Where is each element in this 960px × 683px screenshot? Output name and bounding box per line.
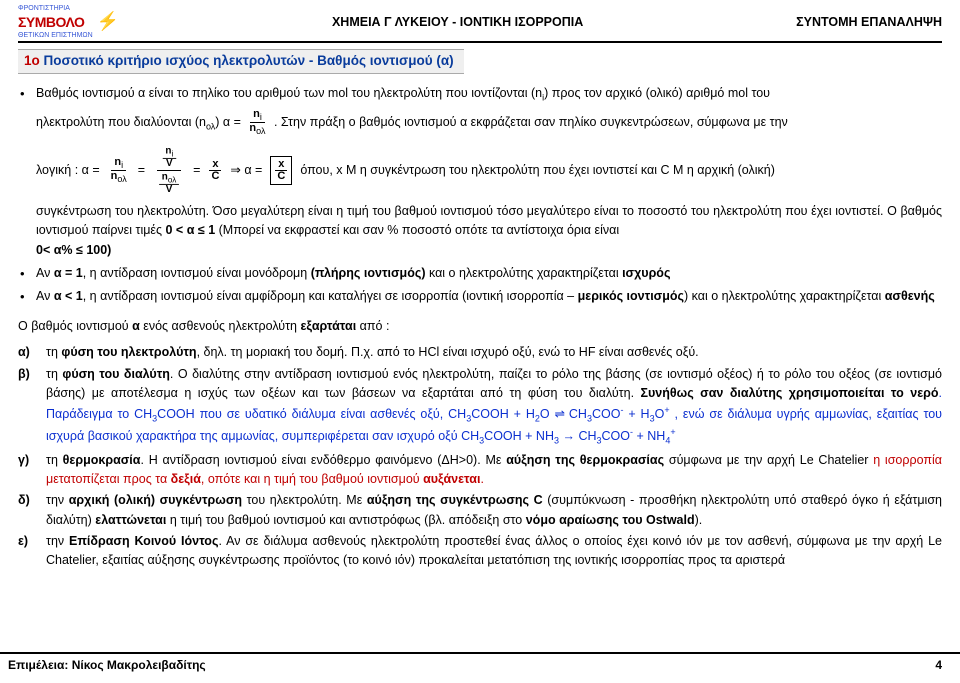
intro-2: Ο βαθμός ιοντισμού α ενός ασθενούς ηλεκτ… — [18, 317, 942, 336]
bold: 0< α% ≤ 100) — [36, 243, 111, 257]
text: ⇒ α = — [230, 161, 262, 180]
fraction: x C — [208, 159, 222, 182]
fraction: niV nολV — [153, 145, 185, 196]
text: ) προς τον αρχικό (ολικό) αριθμό mol του — [544, 86, 770, 100]
fraction: ni nολ — [108, 157, 130, 184]
item-d: δ) την αρχική (ολική) συγκέντρωση του ηλ… — [18, 490, 942, 531]
bold: 0 < α ≤ 1 — [166, 223, 216, 237]
boxed-fraction: x C — [270, 156, 292, 185]
page-header: ΦΡΟΝΤΙΣΤΗΡΙΑ ΣΥΜΒΟΛΟ ΘΕΤΙΚΩΝ ΕΠΙΣΤΗΜΩΝ ⚡… — [18, 6, 942, 43]
text: λογική : α = — [36, 161, 100, 180]
text: Βαθμός ιοντισμού α είναι το πηλίκο του α… — [36, 86, 542, 100]
item-b: β) τη φύση του διαλύτη. Ο διαλύτης στην … — [18, 364, 942, 450]
marker: δ) — [18, 491, 40, 510]
eq: = — [138, 161, 145, 180]
bullet-3: Αν α < 1, η αντίδραση ιοντισμού είναι αμ… — [18, 285, 942, 308]
marker: α) — [18, 343, 40, 362]
logo-top: ΦΡΟΝΤΙΣΤΗΡΙΑ — [18, 6, 93, 12]
text: ) α = — [215, 115, 241, 129]
sub: ολ — [206, 122, 215, 132]
bullet-2: Αν α = 1, η αντίδραση ιοντισμού είναι μο… — [18, 262, 942, 285]
text: . Στην πράξη ο βαθμός ιοντισμού α εκφράζ… — [274, 115, 788, 129]
text: ηλεκτρολύτη που διαλύονται (n — [36, 115, 206, 129]
marker: β) — [18, 365, 40, 384]
page-footer: Επιμέλεια: Νίκος Μακρολειβαδίτης 4 — [0, 652, 960, 677]
text: (Μπορεί να εκφραστεί και σαν % ποσοστό ο… — [215, 223, 619, 237]
eq: = — [193, 161, 200, 180]
item-e: ε) την Επίδραση Κοινού Ιόντος. Αν σε διά… — [18, 531, 942, 572]
logo-bottom: ΘΕΤΙΚΩΝ ΕΠΙΣΤΗΜΩΝ — [18, 33, 93, 39]
section-title: 1ο Ποσοτικό κριτήριο ισχύος ηλεκτρολυτών… — [18, 49, 464, 74]
header-right: ΣΥΝΤΟΜΗ ΕΠΑΝΑΛΗΨΗ — [796, 13, 942, 32]
item-a: α) τη φύση του ηλεκτρολύτη, δηλ. τη μορι… — [18, 342, 942, 363]
item-c: γ) τη θερμοκρασία. Η αντίδραση ιοντισμού… — [18, 450, 942, 491]
fraction: ni nολ — [246, 109, 268, 136]
marker: ε) — [18, 532, 40, 551]
header-center: ΧΗΜΕΙΑ Γ ΛΥΚΕΙΟΥ - ΙΟΝΤΙΚΗ ΙΣΟΡΡΟΠΙΑ — [119, 13, 796, 32]
logo: ΦΡΟΝΤΙΣΤΗΡΙΑ ΣΥΜΒΟΛΟ ΘΕΤΙΚΩΝ ΕΠΙΣΤΗΜΩΝ ⚡ — [18, 6, 119, 39]
bullet-1: Βαθμός ιοντισμού α είναι το πηλίκο του α… — [18, 82, 942, 262]
footer-left: Επιμέλεια: Νίκος Μακρολειβαδίτης — [8, 656, 206, 675]
section-title-text: Ποσοτικό κριτήριο ισχύος ηλεκτρολυτών - … — [40, 53, 454, 68]
logo-word: ΣΥΜΒΟΛΟ — [18, 14, 84, 30]
footer-page-num: 4 — [935, 656, 942, 675]
text: όπου, x M η συγκέντρωση του ηλεκτρολύτη … — [300, 161, 775, 180]
marker: γ) — [18, 451, 40, 470]
bolt-icon: ⚡ — [97, 8, 119, 36]
section-ord: 1ο — [24, 53, 40, 68]
